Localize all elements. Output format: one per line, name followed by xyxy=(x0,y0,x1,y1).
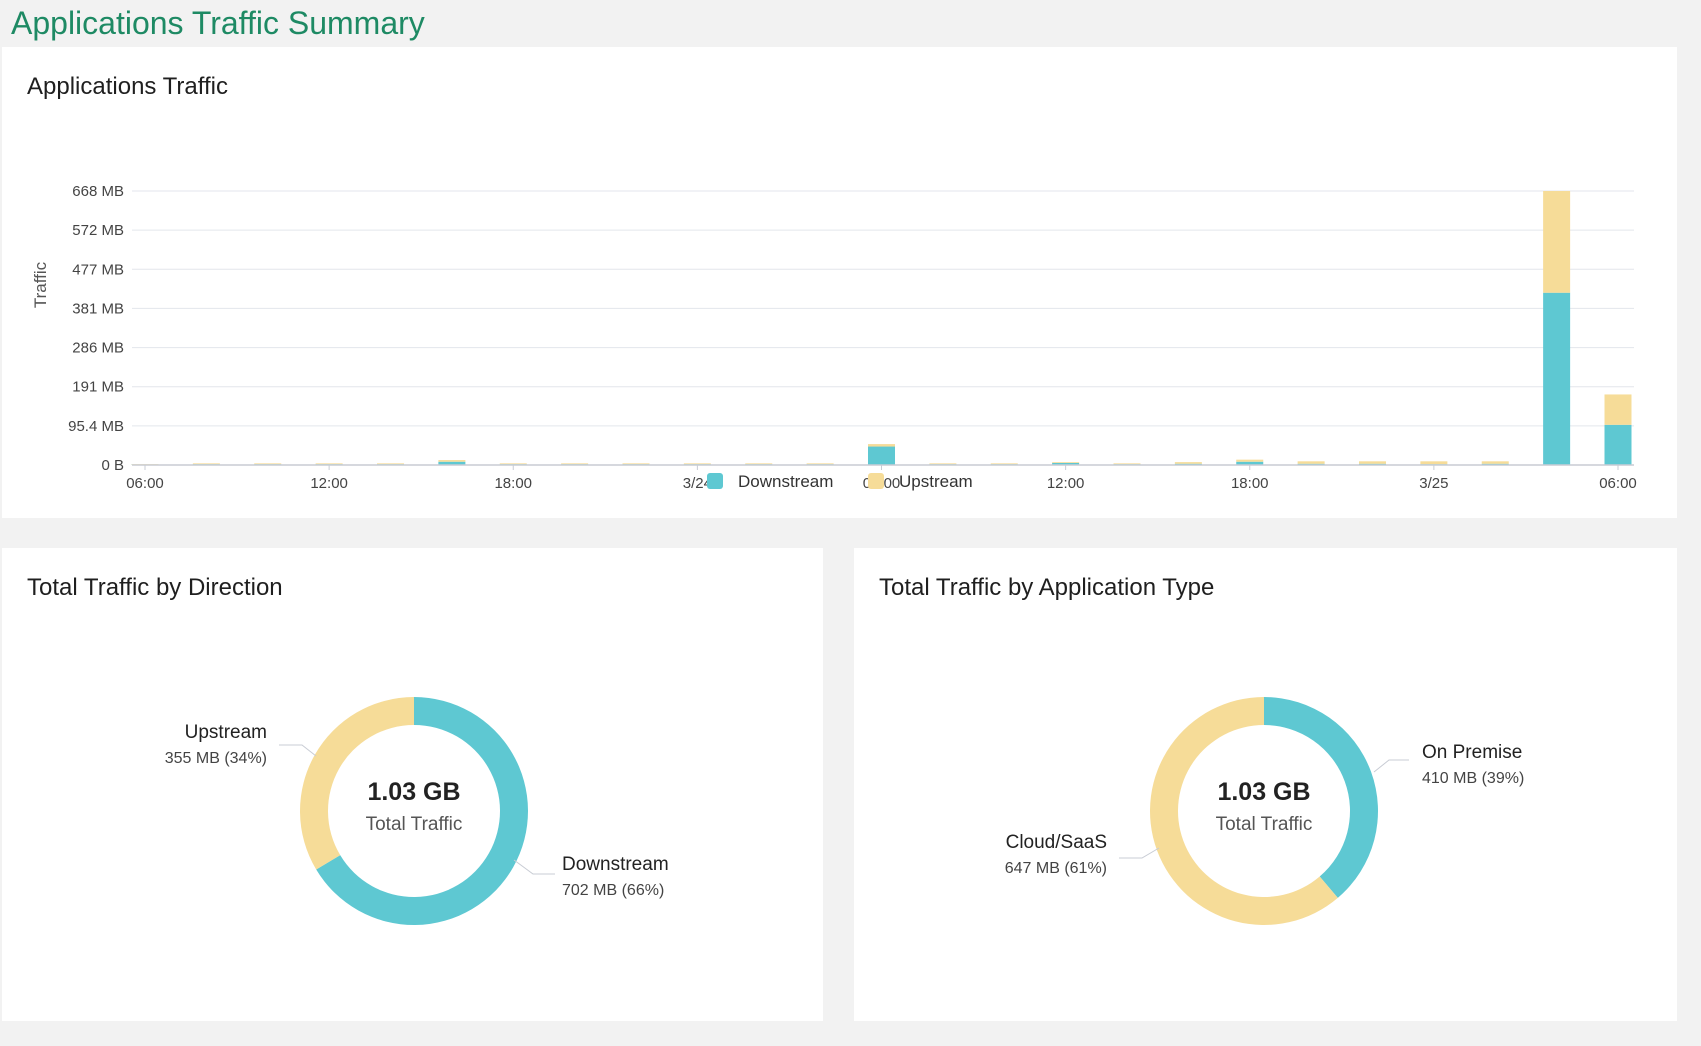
bar-upstream[interactable] xyxy=(254,463,282,465)
direction-total-label: Total Traffic xyxy=(366,814,463,835)
bar-downstream[interactable] xyxy=(1236,461,1264,465)
bar-upstream[interactable] xyxy=(683,463,711,465)
bar-upstream[interactable] xyxy=(1604,394,1632,425)
bar-upstream[interactable] xyxy=(868,444,895,447)
x-tick-label: 06:00 xyxy=(126,475,164,492)
bar-upstream[interactable] xyxy=(1236,459,1264,462)
y-tick-label: 191 MB xyxy=(72,379,124,396)
bar-upstream[interactable] xyxy=(990,463,1018,465)
onpremise-label: On Premise xyxy=(1422,742,1522,763)
bar-upstream[interactable] xyxy=(806,463,834,465)
bar-upstream[interactable] xyxy=(499,463,527,465)
legend: Downstream Upstream xyxy=(707,472,973,491)
legend-upstream-label[interactable]: Upstream xyxy=(899,472,973,491)
bar-upstream[interactable] xyxy=(1481,461,1509,464)
apptype-donut-chart: On Premise 410 MB (39%) Cloud/SaaS 647 M… xyxy=(1005,697,1524,925)
apptype-title: Total Traffic by Application Type xyxy=(879,574,1215,601)
bar-downstream[interactable] xyxy=(1604,424,1632,465)
onpremise-value: 410 MB (39%) xyxy=(1422,770,1524,787)
bar-upstream[interactable] xyxy=(1420,461,1448,465)
bar-upstream[interactable] xyxy=(1113,463,1141,465)
y-tick-label: 381 MB xyxy=(72,300,124,317)
direction-total-value: 1.03 GB xyxy=(367,778,460,806)
bar-upstream[interactable] xyxy=(1297,461,1325,464)
x-tick-label: 3/25 xyxy=(1419,475,1448,492)
donut-slice-onpremise[interactable] xyxy=(1264,697,1378,898)
upstream-value: 355 MB (34%) xyxy=(165,750,267,767)
donut-slice-cloud[interactable] xyxy=(1150,697,1338,925)
bar-upstream[interactable] xyxy=(1174,462,1202,464)
bar-upstream[interactable] xyxy=(1359,461,1386,464)
bar-upstream[interactable] xyxy=(622,463,650,465)
y-tick-label: 572 MB xyxy=(72,222,124,239)
upstream-label: Upstream xyxy=(185,722,267,743)
bar-upstream[interactable] xyxy=(315,463,343,465)
y-tick-label: 95.4 MB xyxy=(68,418,124,435)
x-tick-label: 12:00 xyxy=(1047,475,1085,492)
downstream-leader-line xyxy=(513,859,555,875)
bar-downstream[interactable] xyxy=(1543,292,1571,465)
donut-slice-upstream[interactable] xyxy=(299,697,414,870)
y-tick-label: 477 MB xyxy=(72,261,124,278)
bar-upstream[interactable] xyxy=(745,463,773,465)
applications-traffic-chart: 668 MB 572 MB 477 MB 381 MB 286 MB 191 MB 95.4… xyxy=(31,183,1637,492)
y-axis-label: Traffic xyxy=(31,261,50,308)
page-title: Applications Traffic Summary xyxy=(11,5,425,41)
bar-downstream[interactable] xyxy=(438,461,466,465)
bar-upstream[interactable] xyxy=(929,463,957,465)
bar-upstream[interactable] xyxy=(438,460,466,462)
x-tick-label: 18:00 xyxy=(1231,475,1269,492)
legend-downstream-label[interactable]: Downstream xyxy=(738,472,833,491)
direction-donut-chart: Upstream 355 MB (34%) Downstream 702 MB … xyxy=(165,697,669,925)
bar-upstream[interactable] xyxy=(1052,462,1080,463)
bar-downstream[interactable] xyxy=(868,446,895,465)
bar-upstream[interactable] xyxy=(1543,191,1571,293)
legend-downstream-swatch[interactable] xyxy=(707,473,723,489)
x-tick-label: 06:00 xyxy=(1599,475,1637,492)
y-tick-label: 668 MB xyxy=(72,183,124,200)
cloud-value: 647 MB (61%) xyxy=(1005,860,1107,877)
onpremise-leader-line xyxy=(1373,759,1409,773)
downstream-label: Downstream xyxy=(562,854,669,875)
downstream-value: 702 MB (66%) xyxy=(562,882,664,899)
bar-upstream[interactable] xyxy=(561,463,589,465)
applications-traffic-title: Applications Traffic xyxy=(27,73,228,100)
direction-title: Total Traffic by Direction xyxy=(27,574,283,601)
legend-upstream-swatch[interactable] xyxy=(868,473,884,489)
cloud-label: Cloud/SaaS xyxy=(1006,832,1107,853)
applications-traffic-card: Applications Traffic 668 MB 572 MB 477 MB 3… xyxy=(2,47,1677,518)
cloud-leader-line xyxy=(1119,847,1160,859)
apptype-card: Total Traffic by Application Type On Pre… xyxy=(854,548,1677,1021)
x-tick-label: 12:00 xyxy=(310,475,348,492)
x-tick-label: 3/24 xyxy=(683,475,712,492)
bar-upstream[interactable] xyxy=(192,463,220,465)
apptype-total-label: Total Traffic xyxy=(1216,814,1313,835)
bar-downstream[interactable] xyxy=(1052,462,1080,465)
direction-card: Total Traffic by Direction Upstream 355 … xyxy=(2,548,823,1021)
bar-upstream[interactable] xyxy=(377,463,404,465)
x-tick-label: 18:00 xyxy=(494,475,532,492)
y-tick-label: 0 B xyxy=(101,457,124,474)
upstream-leader-line xyxy=(279,744,317,757)
y-tick-label: 286 MB xyxy=(72,340,124,357)
apptype-total-value: 1.03 GB xyxy=(1217,778,1310,806)
